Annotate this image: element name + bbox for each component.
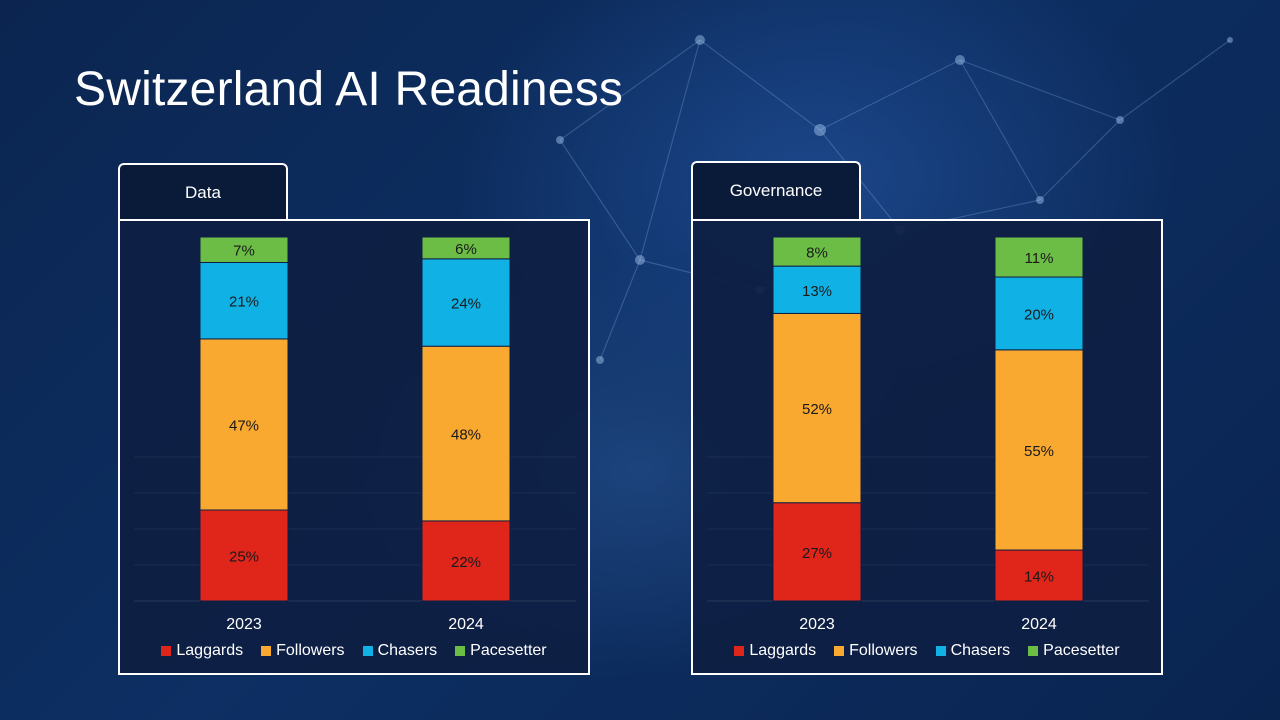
governance-chart-panel: 27% 52% 13% 8% 2023 14% 55% 20% 11% 2024 Laggards… [691,219,1163,675]
data-label-laggards-2023: 25% [229,549,259,566]
data-label-laggards-2023: 27% [802,545,832,562]
bar-followers-2023 [199,338,289,511]
governance-chart-legend: Laggards Followers Chasers Pacesetter [693,642,1161,660]
tab-data-label: Data [185,183,221,202]
legend-swatch-pacesetter [1028,646,1039,656]
legend-label-followers: Followers [276,642,345,659]
data-label-followers-2024: 55% [1024,443,1054,460]
data-label-laggards-2024: 14% [1024,569,1054,586]
data-chart-panel: 25% 47% 21% 7% 2023 22% 48% 24% 6% 2024 Laggards … [118,219,590,675]
bar-pacesetter-2023 [772,236,862,267]
bar-laggards-2023 [199,509,289,602]
legend-label-pacesetter: Pacesetter [470,642,547,659]
data-label-followers-2023: 47% [229,417,259,434]
governance-chart-canvas: 27% 52% 13% 8% 2023 14% 55% 20% 11% 2024 [707,236,1149,633]
bar-laggards-2024 [994,549,1084,602]
x-tick-label-2024: 2024 [1021,616,1057,633]
x-tick-label-2023: 2023 [226,616,262,633]
tab-governance: Governance [691,161,861,219]
bar-chasers-2023 [199,261,289,340]
bar-pacesetter-2023 [199,236,289,263]
x-tick-label-2023: 2023 [799,616,835,633]
data-label-followers-2023: 52% [802,401,832,418]
legend-swatch-followers [834,646,845,656]
legend-item-pacesetter: Pacesetter [1028,642,1120,660]
tab-governance-label: Governance [729,181,823,200]
legend-item-followers: Followers [261,642,345,660]
data-label-pacesetter-2023: 8% [806,245,828,262]
legend-label-pacesetter: Pacesetter [1043,642,1120,659]
x-tick-label-2024: 2024 [448,616,484,633]
legend-swatch-chasers [935,646,946,656]
legend-label-laggards: Laggards [749,642,817,659]
legend-swatch-laggards [734,646,745,656]
legend-item-laggards: Laggards [161,642,243,660]
legend-label-chasers: Chasers [377,642,438,659]
data-label-chasers-2024: 20% [1024,306,1054,323]
legend-label-chasers: Chasers [950,642,1011,659]
data-label-chasers-2023: 13% [802,283,832,300]
page-title: Switzerland AI Readiness [74,63,624,116]
bar-pacesetter-2024 [421,236,511,260]
tab-data: Data [118,163,288,221]
data-label-chasers-2023: 21% [229,294,259,311]
bar-followers-2023 [772,312,862,504]
data-label-chasers-2024: 24% [451,296,481,313]
data-label-followers-2024: 48% [451,427,481,444]
bar-chasers-2024 [994,276,1084,351]
legend-label-laggards: Laggards [176,642,244,659]
legend-swatch-followers [261,646,272,656]
legend-item-followers: Followers [834,642,918,660]
data-label-pacesetter-2024: 11% [1025,250,1054,267]
bar-chasers-2024 [421,258,511,347]
bar-laggards-2023 [772,502,862,602]
bar-followers-2024 [994,349,1084,551]
bar-chasers-2023 [772,265,862,314]
data-chart-legend: Laggards Followers Chasers Pacesetter [120,642,588,660]
legend-swatch-laggards [161,646,172,656]
bar-laggards-2024 [421,520,511,602]
legend-swatch-pacesetter [455,646,466,656]
legend-item-pacesetter: Pacesetter [455,642,547,660]
legend-item-laggards: Laggards [734,642,816,660]
data-label-laggards-2024: 22% [451,554,481,571]
legend-item-chasers: Chasers [362,642,438,660]
bar-pacesetter-2024 [994,236,1084,278]
data-label-pacesetter-2023: 7% [233,243,255,260]
legend-item-chasers: Chasers [935,642,1011,660]
data-label-pacesetter-2024: 6% [455,241,477,258]
bar-followers-2024 [421,345,511,522]
legend-label-followers: Followers [849,642,918,659]
legend-swatch-chasers [362,646,373,656]
data-chart-canvas: 25% 47% 21% 7% 2023 22% 48% 24% 6% 2024 [134,236,576,633]
